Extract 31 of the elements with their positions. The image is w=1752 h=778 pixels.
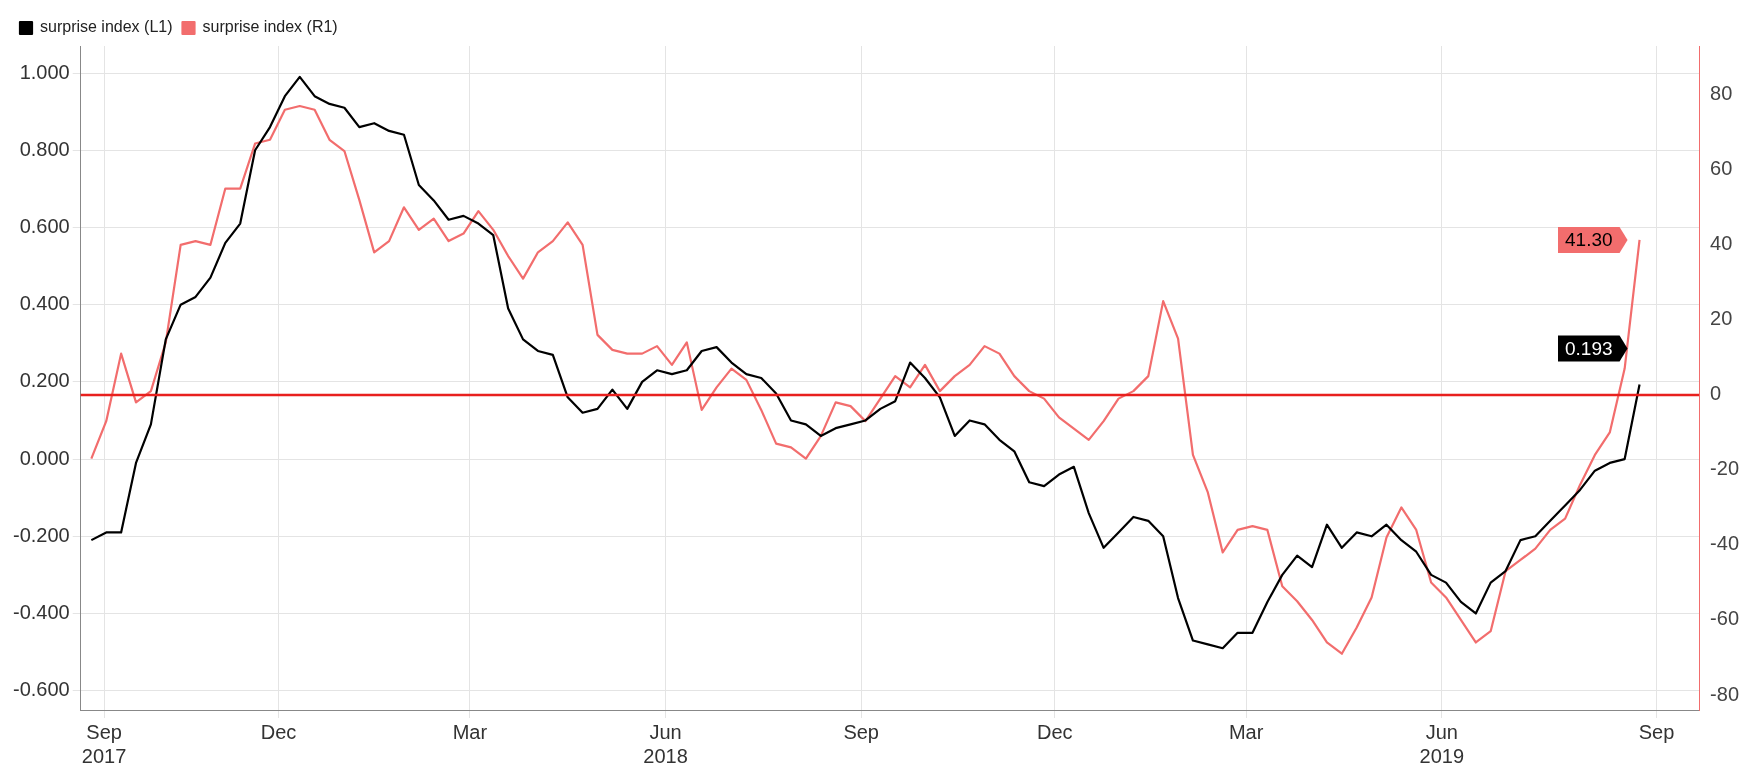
x-tick-label: Jun 2018 [643, 720, 688, 767]
y-tick-label: 0.600 [19, 214, 70, 237]
y-tick-label: 0.400 [19, 292, 70, 315]
x-tick-label: Dec [260, 720, 297, 743]
legend-label: surprise index (L1) [40, 18, 173, 36]
x-tick-label: Jun 2019 [1419, 720, 1465, 767]
y-tick-label: -0.200 [12, 523, 70, 546]
y2-tick-label: 40 [1710, 232, 1733, 255]
x-tick-label: Dec [1036, 720, 1073, 743]
data-label: 0.193 [1565, 337, 1613, 359]
y2-tick-label: 80 [1710, 82, 1733, 105]
y2-tick-label: -60 [1710, 607, 1739, 630]
x-tick-label: Sep [1638, 720, 1675, 743]
y-tick-label: 0.200 [19, 369, 70, 392]
x-tick-label: Sep 2017 [81, 720, 127, 767]
data-label: 41.30 [1565, 229, 1613, 251]
y-tick-label: 0.800 [19, 137, 70, 160]
y-tick-label: -0.600 [12, 678, 70, 701]
y2-tick-label: -80 [1710, 682, 1739, 705]
y2-tick-label: -40 [1710, 532, 1739, 555]
y2-tick-label: 20 [1710, 307, 1733, 330]
x-tick-label: Mar [1228, 720, 1264, 743]
legend-label: surprise index (R1) [202, 18, 338, 36]
y-tick-label: -0.400 [12, 601, 70, 623]
y2-tick-label: 60 [1710, 157, 1733, 180]
y2-tick-label: 0 [1710, 382, 1722, 405]
x-tick-label: Mar [452, 720, 488, 743]
y-tick-label: 1.000 [19, 60, 70, 83]
y2-tick-label: -20 [1710, 457, 1739, 480]
y-tick-label: 0.000 [19, 446, 70, 469]
x-tick-label: Sep [843, 720, 879, 743]
